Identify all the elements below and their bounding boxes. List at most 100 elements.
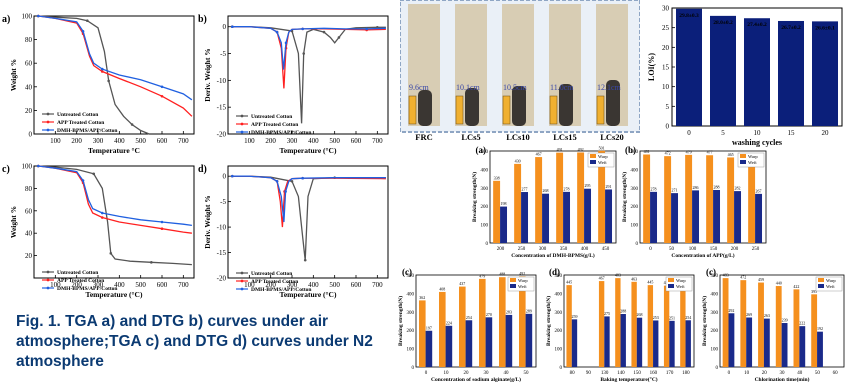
bar-value-label: 269: [746, 312, 752, 317]
series-marker-2: [275, 179, 279, 183]
x-tick-label: 160: [650, 371, 658, 376]
x-tick-label: 20: [822, 129, 830, 137]
legend-label: Weft: [518, 284, 527, 289]
y-tick-label: 100: [555, 348, 563, 353]
panel-label: (b): [625, 145, 636, 155]
x-tick-label: 300: [287, 137, 298, 145]
y-tick-label: 500: [711, 274, 719, 279]
strength-chart-c2: (c) 0 100 200 300 400 500 483 292 0 472 269 10 459 263…: [701, 267, 845, 383]
y-tick-label: 20: [25, 107, 33, 115]
x-tick-label: 300: [93, 281, 104, 289]
char-length-label: 12.1cm: [597, 83, 622, 92]
x-tick-label: 200: [497, 247, 505, 252]
series-marker-2: [284, 41, 288, 45]
bar-value-label: 295: [585, 183, 591, 188]
strength-bar-weft: [605, 189, 613, 243]
char-region: [512, 86, 526, 126]
y-tick-label: 0: [716, 366, 719, 371]
y-tick-label: 10: [662, 83, 670, 91]
series-marker-2: [81, 30, 85, 33]
bar-value-label: 275: [604, 311, 610, 316]
legend-swatch: [740, 154, 746, 158]
strip-label: LCs10: [506, 132, 530, 142]
bar-value-label: 292: [728, 308, 734, 313]
strength-bar-warp: [664, 156, 672, 243]
strength-bar-weft: [571, 319, 578, 367]
y-tick-label: 40: [25, 230, 33, 238]
strength-bar-weft: [525, 313, 533, 367]
strength-bar-warp: [598, 281, 605, 367]
loi-data-label: 29.8±0.3: [679, 13, 699, 19]
series-line-2: [38, 15, 193, 101]
strength-bar-weft: [692, 190, 700, 243]
legend-label: Untreated Cotton: [57, 270, 98, 276]
y-tick-label: 100: [407, 348, 415, 353]
bar-value-label: 277: [522, 187, 528, 192]
series-marker-0: [107, 79, 110, 83]
legend-label: Weft: [748, 160, 757, 165]
char-region: [606, 80, 620, 126]
x-tick-label: 100: [50, 137, 61, 145]
bar-value-label: 395: [811, 289, 817, 294]
x-tick-label: 5: [721, 129, 725, 137]
bar-value-label: 270: [486, 312, 492, 317]
bar-value-label: 445: [647, 280, 653, 285]
legend-label: APP Treated Cotton: [251, 122, 298, 128]
x-tick-label: 0: [728, 371, 731, 376]
bar-value-label: 488: [499, 272, 505, 277]
loi-data-label: 26.7±0.2: [781, 25, 801, 31]
strength-bar-weft: [465, 320, 473, 367]
bar-value-label: 251: [669, 315, 675, 320]
bar-value-label: 338: [494, 175, 500, 180]
y-tick-label: -10: [217, 224, 227, 232]
strength-chart-b: (b) 0 100 200 300 400 500 481 278 0 472 271 50 479 286…: [621, 145, 767, 259]
y-tick-label: 300: [481, 187, 489, 192]
tga-air-chart: 100 200 300 400 500 600 700 0 20 40 60 80 100 Tempera…: [2, 13, 195, 155]
y-axis-label: LOI(%): [647, 53, 656, 81]
series-marker-0: [290, 179, 294, 183]
strength-bar-warp: [577, 152, 585, 243]
series-marker-2: [36, 14, 40, 18]
y-tick-label: 200: [711, 329, 719, 334]
legend-swatch: [590, 160, 596, 164]
x-tick-label: 400: [308, 137, 319, 145]
bar-value-label: 483: [723, 273, 729, 278]
strength-chart-a: (a) 0 100 200 300 400 500 338 198 200 430 277 250 467…: [471, 145, 617, 259]
strength-bar-warp: [775, 286, 782, 367]
bar-value-label: 282: [735, 186, 741, 191]
legend-swatch: [590, 154, 596, 158]
y-tick-label: 100: [22, 163, 33, 171]
strength-bar-warp: [493, 180, 501, 243]
y-tick-label: 20: [662, 44, 670, 52]
y-axis-label: Weight %: [9, 206, 18, 238]
y-tick-label: 200: [631, 205, 639, 210]
bar-value-label: 467: [599, 276, 605, 281]
strength-bar-warp: [647, 285, 654, 367]
x-tick-label: 20: [464, 371, 470, 376]
legend-label: Warp: [598, 154, 608, 159]
strength-bar-weft: [781, 323, 788, 367]
y-tick-label: -5: [220, 50, 226, 58]
strength-bar-warp: [643, 154, 651, 243]
y-tick-label: 100: [631, 224, 639, 229]
strength-bar-warp: [811, 294, 818, 367]
series-marker-2: [301, 176, 304, 180]
loi-bar: [710, 15, 736, 126]
x-tick-label: 400: [581, 247, 589, 252]
bar-value-label: 268: [543, 188, 549, 193]
series-marker-2: [301, 27, 304, 31]
bar-value-label: 430: [515, 158, 521, 163]
strength-bar-warp: [499, 277, 506, 367]
x-tick-label: 80: [570, 371, 576, 376]
strength-bar-warp: [514, 163, 522, 243]
photo-border: [400, 0, 640, 133]
y-tick-label: 100: [711, 348, 719, 353]
y-tick-label: 0: [412, 366, 415, 371]
x-tick-label: 400: [114, 137, 125, 145]
legend-label: Untreated Cotton: [251, 271, 292, 277]
y-axis-label: Weight %: [9, 59, 18, 91]
x-tick-label: 300: [539, 247, 547, 252]
y-tick-label: 15: [662, 64, 670, 72]
legend-label: DMH-BPMS/APP/Cotton: [251, 130, 312, 136]
panel-label: (c): [706, 267, 716, 277]
